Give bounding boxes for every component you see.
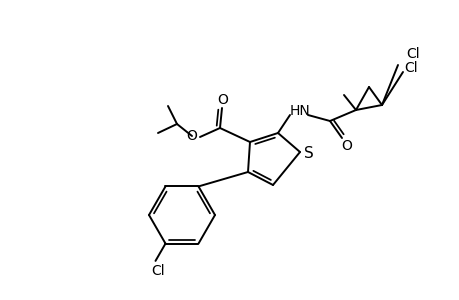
- Text: O: O: [341, 139, 352, 153]
- Text: O: O: [186, 129, 197, 143]
- Text: Cl: Cl: [151, 264, 165, 278]
- Text: S: S: [303, 146, 313, 160]
- Text: HN: HN: [289, 104, 310, 118]
- Text: Cl: Cl: [405, 47, 419, 61]
- Text: O: O: [217, 93, 228, 107]
- Text: Cl: Cl: [403, 61, 417, 75]
